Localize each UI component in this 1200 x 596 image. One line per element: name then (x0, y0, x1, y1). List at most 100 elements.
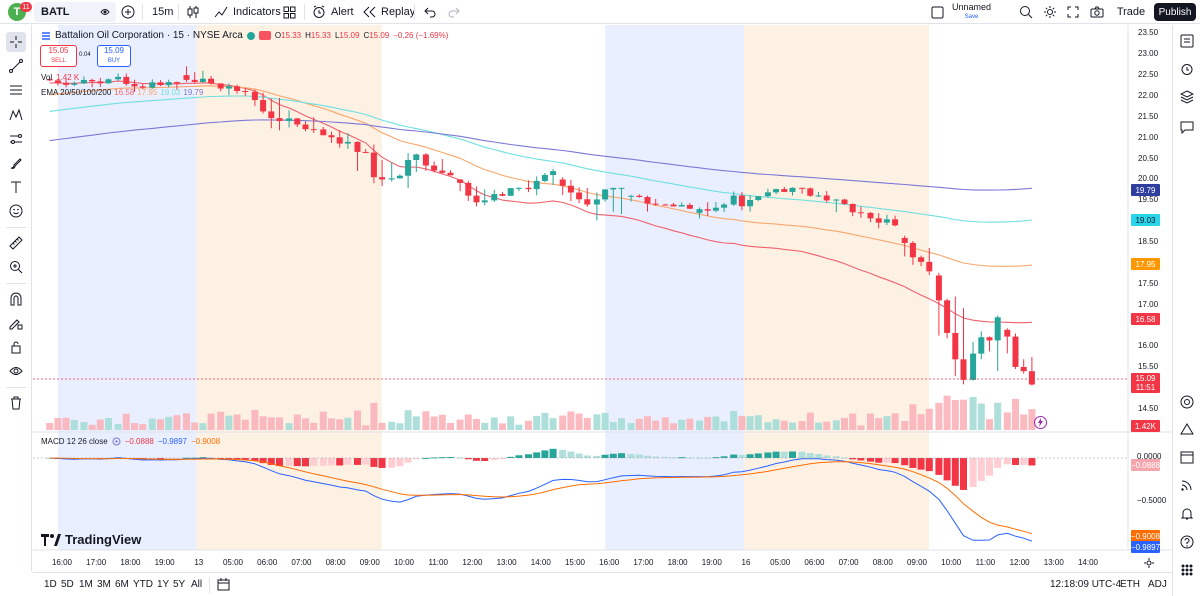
remove-drawings-tool[interactable] (6, 393, 26, 413)
indicators-button[interactable]: Indicators (214, 0, 281, 24)
compare-icon[interactable] (100, 7, 110, 17)
axis-settings-button[interactable] (1143, 556, 1155, 574)
market-status-icon[interactable] (246, 31, 255, 40)
range-1y[interactable]: 1Y (157, 579, 170, 590)
ema-legend[interactable]: EMA 20/50/100/200 16.58 17.95 19.03 19.7… (41, 88, 203, 97)
lock-drawings-tool[interactable] (6, 337, 26, 357)
chart-type-button[interactable] (186, 0, 200, 24)
redo-button[interactable] (448, 0, 460, 24)
candle-body (584, 199, 591, 205)
price-tick: 22.00 (1138, 90, 1159, 100)
alert-button[interactable]: Alert (312, 0, 354, 24)
macd-histogram-bar (225, 458, 233, 459)
text-tool[interactable] (6, 177, 26, 197)
adjust-toggle[interactable]: ADJ (1148, 579, 1167, 590)
ruler-tool[interactable] (6, 233, 26, 253)
data-flag-icon[interactable] (258, 31, 271, 40)
symbol-search[interactable]: BATL (34, 2, 116, 22)
prediction-tool[interactable] (6, 129, 26, 149)
apps-button[interactable] (1177, 560, 1197, 580)
volume-bar (661, 417, 669, 430)
candle-body (712, 207, 719, 211)
calendar-button[interactable] (1177, 419, 1197, 439)
sell-button[interactable]: 15.05 SELL (40, 45, 77, 67)
watchlist-button[interactable] (1177, 31, 1197, 51)
notifications-button[interactable] (1177, 447, 1197, 467)
candle-body (54, 80, 61, 83)
volume-bar (609, 422, 617, 430)
layout-name-button[interactable]: Unnamed Save (952, 0, 991, 24)
range-1m[interactable]: 1M (79, 579, 93, 590)
indicators-icon (214, 6, 228, 18)
macd-legend[interactable]: MACD 12 26 close −0.0888 −0.9897 −0.9008 (41, 437, 220, 446)
replay-button[interactable]: Replay (363, 0, 415, 24)
price-tick: 16.00 (1138, 341, 1159, 351)
macd-half-tick: −0.5000 (1137, 496, 1167, 505)
layout-select-button[interactable] (931, 0, 944, 24)
session-toggle[interactable]: ETH (1120, 579, 1140, 590)
publish-button[interactable]: Publish (1154, 3, 1196, 21)
range-3m[interactable]: 3M (97, 579, 111, 590)
alerts-button[interactable] (1177, 59, 1197, 79)
buy-button[interactable]: 15.09 BUY (97, 45, 131, 67)
volume-bar (1028, 409, 1036, 430)
fib-tool[interactable] (6, 80, 26, 100)
time-tick: 10:00 (393, 558, 415, 567)
volume-bar (293, 414, 301, 430)
macd-histogram-bar (525, 454, 532, 458)
range-all[interactable]: All (191, 579, 203, 590)
clock-timezone[interactable]: 12:18:09 UTC-4 (1050, 579, 1122, 590)
trend-line-tool[interactable] (6, 56, 26, 76)
macd-histogram-bar (233, 458, 241, 460)
hide-drawings-tool[interactable] (6, 361, 26, 381)
volume-bar (225, 415, 233, 430)
macd-histogram-bar (490, 458, 498, 460)
volume-bar (122, 413, 130, 430)
macd-histogram-bar (412, 458, 420, 460)
macd-histogram-bar (370, 458, 378, 467)
undo-button[interactable] (424, 0, 436, 24)
chats-button[interactable] (1177, 117, 1197, 137)
interval-button[interactable]: 15m (152, 6, 174, 18)
range-5y[interactable]: 5Y (173, 579, 186, 590)
symbol-title[interactable]: Battalion Oil Corporation · 15 · NYSE Ar… (55, 30, 243, 41)
trade-button[interactable]: Trade (1116, 6, 1146, 18)
candle-body (422, 154, 429, 166)
macd-histogram-bar (165, 458, 173, 459)
range-ytd[interactable]: YTD (133, 579, 153, 590)
time-tick: 13:00 (496, 558, 517, 567)
user-avatar[interactable]: T 11 (8, 0, 32, 24)
pine-editor-button[interactable] (1177, 504, 1197, 524)
crosshair-tool[interactable] (6, 32, 26, 52)
fullscreen-button[interactable] (1067, 0, 1079, 24)
templates-button[interactable] (283, 0, 296, 24)
pattern-tool[interactable] (6, 105, 26, 125)
magnet-tool[interactable] (6, 289, 26, 309)
ideas-stream-button[interactable] (1177, 475, 1197, 495)
goto-date-icon[interactable] (217, 578, 230, 591)
stay-in-drawing-tool[interactable] (6, 313, 26, 333)
chart-canvas[interactable] (33, 25, 1172, 571)
object-tree-button[interactable] (1177, 87, 1197, 107)
help-button[interactable] (1177, 532, 1197, 552)
candle-body (396, 175, 403, 179)
range-5d[interactable]: 5D (61, 579, 74, 590)
brush-tool[interactable] (6, 153, 26, 173)
candle-body (550, 171, 557, 175)
volume-legend[interactable]: Vol 1.42 K (41, 73, 79, 82)
emoji-tool[interactable] (6, 201, 26, 221)
lightning-event-icon[interactable] (1034, 416, 1047, 429)
settings-button[interactable] (1043, 0, 1057, 24)
snapshot-button[interactable] (1090, 0, 1104, 24)
time-tick: 19:00 (701, 558, 722, 567)
range-1d[interactable]: 1D (44, 579, 57, 590)
candle-body (149, 82, 156, 88)
add-symbol-button[interactable] (121, 0, 135, 24)
close-value: 15.09 (369, 31, 390, 40)
settings-sync-icon[interactable] (112, 437, 121, 446)
hotlists-button[interactable] (1177, 392, 1197, 412)
tradingview-logo[interactable]: TradingView (41, 532, 141, 547)
quick-search-button[interactable] (1019, 0, 1033, 24)
zoom-tool[interactable] (6, 257, 26, 277)
range-6m[interactable]: 6M (115, 579, 129, 590)
